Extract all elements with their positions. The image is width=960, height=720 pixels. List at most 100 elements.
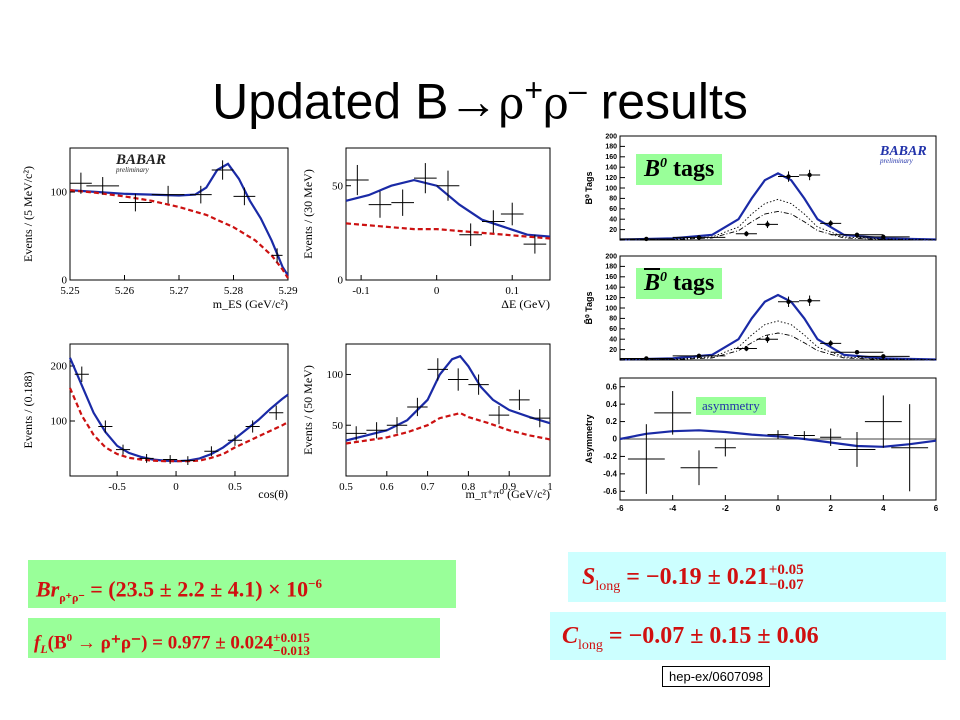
x-tick-label: 5.28 — [224, 285, 244, 297]
y-tick-label: 0.4 — [606, 400, 618, 409]
y-tick-label: 200 — [605, 133, 617, 140]
y-tick-label: 50 — [332, 180, 344, 192]
y-tick-label: 0.2 — [606, 417, 618, 426]
plot-frame — [69, 343, 289, 477]
babar-logo-left: BABAR preliminary — [116, 152, 167, 174]
series-fit — [345, 354, 551, 442]
y-axis-label: B⁰ Tags — [584, 172, 594, 205]
chart-de: 0 50 -0.1 0 0.1 Events / (30 MeV) ΔE (GeV) — [301, 147, 551, 311]
s-long-result: Slong = −0.19 ± 0.21 +0.05 −0.07 — [568, 552, 946, 602]
y-tick-label: 100 — [605, 185, 617, 192]
x-tick-label: -0.1 — [352, 285, 369, 297]
y-tick-label: 100 — [51, 187, 68, 199]
y-tick-label: 180 — [605, 144, 617, 151]
y-tick-label: 0.6 — [606, 382, 618, 391]
y-tick-label: -0.4 — [603, 470, 617, 479]
x-axis-label: ΔE (GeV) — [501, 297, 550, 311]
x-tick-label: 5.26 — [115, 285, 135, 297]
x-tick-label: 0.8 — [462, 481, 476, 493]
chart-mes: 0 100 5.25 5.26 5.27 5.28 5.29 Events / (5 MeV/… — [21, 147, 298, 311]
data-point-marker — [744, 231, 749, 236]
plot-frame — [69, 147, 289, 281]
x-tick-label: 6 — [934, 504, 939, 513]
data-point-marker — [807, 298, 812, 303]
x-tick-label: -4 — [669, 504, 677, 513]
y-tick-label: 0 — [62, 275, 68, 287]
data-point-marker — [765, 222, 770, 227]
x-tick-label: 5.25 — [60, 285, 80, 297]
series-background — [345, 222, 551, 240]
asymmetry-label: asymmetry — [696, 397, 766, 415]
y-tick-label: 200 — [605, 253, 617, 260]
plot-frame — [345, 147, 551, 281]
y-tick-label: 40 — [609, 217, 617, 224]
x-tick-label: 0.6 — [380, 481, 394, 493]
reference-label: hep-ex/0607098 — [662, 666, 770, 687]
x-tick-label: 2 — [828, 504, 833, 513]
x-tick-label: -6 — [616, 504, 624, 513]
data-point-marker — [786, 299, 791, 304]
series-background — [345, 411, 551, 445]
x-axis-label: m_ES (GeV/c²) — [213, 297, 288, 311]
chart-asymmetry: -0.6 -0.4 -0.2 0 0.2 0.4 0.6 -6 -4 -2 0 2 4 6 Asymmetr… — [584, 377, 939, 513]
y-tick-label: 100 — [327, 369, 344, 381]
y-tick-label: 40 — [609, 337, 617, 344]
x-tick-label: 5.27 — [169, 285, 189, 297]
x-tick-label: 0.1 — [505, 285, 519, 297]
title-plus: + — [524, 72, 543, 108]
x-tick-label: 0.7 — [421, 481, 435, 493]
y-axis-label: Events / (50 MeV) — [301, 365, 315, 455]
chart-cos: 100 200 -0.5 0 0.5 Events / (0.188) cos(θ) — [21, 343, 289, 501]
series-fit — [619, 293, 937, 361]
data-point-marker — [881, 354, 886, 359]
b0bar-tags-label: B0 tags — [636, 268, 723, 299]
chart-mrho: 50 100 0.5 0.6 0.7 0.8 0.9 1 Events / (50 MeV) m_… — [301, 343, 553, 501]
series-component1 — [619, 198, 937, 240]
y-tick-label: 100 — [605, 305, 617, 312]
data-point-marker — [854, 350, 860, 355]
chart-b0-tags: 20 40 60 80 100 120 140 160 180 200 B⁰ Tags — [584, 133, 937, 242]
y-tick-label: 60 — [609, 326, 617, 333]
babar-logo-right: BABAR preliminary — [880, 144, 927, 165]
title-prefix: Updated B — [212, 73, 449, 130]
y-tick-label: 20 — [609, 347, 617, 354]
series-component2 — [619, 332, 937, 361]
x-tick-label: -2 — [722, 504, 730, 513]
y-tick-label: 20 — [609, 227, 617, 234]
y-tick-label: 120 — [605, 175, 617, 182]
data-point-marker — [854, 232, 860, 237]
x-tick-label: 5.29 — [278, 285, 298, 297]
y-tick-label: 50 — [332, 420, 344, 432]
series-component2 — [619, 210, 937, 241]
x-tick-label: 0 — [776, 504, 781, 513]
y-tick-label: 80 — [609, 316, 617, 323]
title-rho-plus: ρ — [498, 78, 525, 130]
y-tick-label: -0.6 — [603, 487, 617, 496]
x-tick-label: 4 — [881, 504, 886, 513]
data-point-marker — [807, 172, 812, 178]
y-tick-label: 140 — [605, 165, 617, 172]
series-background — [69, 189, 289, 279]
data-point-marker — [696, 235, 702, 240]
data-point-marker — [744, 346, 749, 351]
data-point-marker — [828, 221, 833, 226]
y-tick-label: 160 — [605, 154, 617, 161]
y-tick-label: 140 — [605, 285, 617, 292]
x-axis-label: m_π⁺π⁰ (GeV/c²) — [465, 487, 550, 501]
data-point-marker — [644, 356, 649, 361]
x-tick-label: 0.9 — [502, 481, 516, 493]
c-long-result: Clong = −0.07 ± 0.15 ± 0.06 — [550, 612, 946, 660]
y-tick-label: 60 — [609, 206, 617, 213]
series-background — [68, 387, 289, 463]
y-tick-label: 80 — [609, 196, 617, 203]
data-point-marker — [881, 234, 886, 240]
x-tick-label: 0.5 — [228, 481, 242, 493]
x-tick-label: 1 — [547, 481, 553, 493]
x-tick-label: 0 — [173, 481, 179, 493]
x-axis-label: cos(θ) — [258, 487, 288, 501]
y-tick-label: -0.2 — [603, 452, 617, 461]
y-axis-label: Events / (0.188) — [21, 372, 35, 449]
y-tick-label: 180 — [605, 264, 617, 271]
y-axis-label: Events / (30 MeV) — [301, 169, 315, 259]
